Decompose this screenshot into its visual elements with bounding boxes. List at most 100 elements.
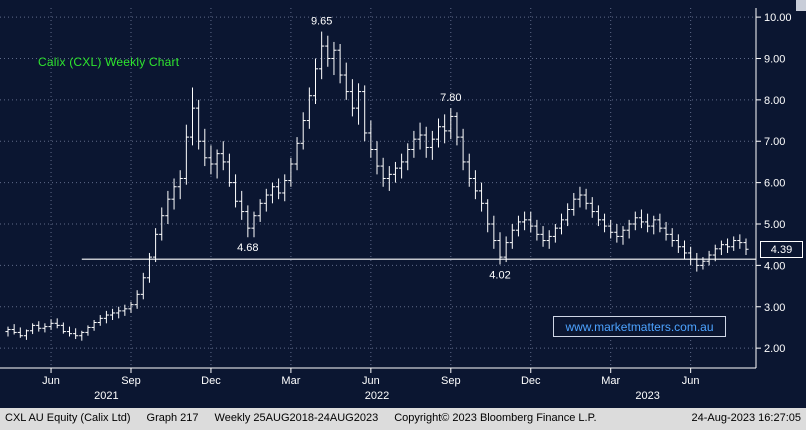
status-bar: CXL AU Equity (Calix Ltd) Graph 217 Week…: [0, 408, 806, 430]
ohlc-bar: [724, 238, 731, 253]
watermark-text: www.marketmatters.com.au: [565, 319, 714, 334]
ohlc-bar: [460, 128, 466, 171]
ohlc-bar: [202, 128, 208, 167]
x-tick-label: Sep: [121, 375, 141, 387]
footer-ticker: CXL AU Equity (Calix Ltd): [5, 412, 131, 424]
ohlc-bar: [226, 153, 232, 187]
ohlc-bar: [675, 234, 681, 253]
ohlc-bar: [374, 141, 380, 175]
ohlc-bar: [66, 326, 73, 337]
ohlc-bar: [466, 153, 472, 187]
ohlc-bar: [706, 250, 712, 266]
ohlc-bar: [128, 301, 134, 313]
ohlc-bar: [208, 145, 214, 175]
ohlc-bar: [700, 257, 706, 270]
ohlc-bar: [608, 219, 614, 239]
ohlc-bar: [645, 213, 651, 233]
price-annotation: 7.80: [440, 92, 461, 104]
ohlc-bar: [497, 232, 503, 265]
ohlc-bar: [103, 310, 109, 324]
ohlc-bar: [718, 240, 724, 256]
ohlc-bar: [681, 240, 688, 260]
ohlc-bar: [134, 290, 140, 309]
price-annotation: 9.65: [311, 16, 332, 28]
ohlc-bar: [601, 213, 608, 233]
ohlc-bar: [171, 178, 177, 210]
ohlc-bar: [620, 226, 626, 245]
ohlc-bar: [97, 315, 103, 326]
ohlc-bar: [79, 330, 85, 341]
ohlc-bar: [558, 213, 565, 235]
ohlc-bar: [85, 325, 91, 336]
x-tick-label: Mar: [281, 375, 300, 387]
ohlc-bar: [546, 230, 552, 249]
ohlc-bar: [282, 174, 288, 202]
ohlc-bar: [257, 199, 263, 222]
ohlc-bar: [11, 324, 17, 335]
ohlc-bar: [405, 143, 411, 171]
ohlc-bar: [614, 224, 620, 243]
ohlc-bar: [165, 190, 171, 224]
ohlc-bar: [448, 108, 454, 140]
x-tick-label: Mar: [601, 375, 620, 387]
ohlc-bar: [454, 112, 460, 146]
ohlc-bar: [189, 87, 196, 146]
ohlc-bar: [60, 322, 66, 334]
x-tick-label: Dec: [201, 375, 221, 387]
ohlc-bar: [294, 137, 300, 171]
ohlc-bar: [232, 174, 239, 208]
ohlc-bar: [694, 252, 700, 272]
window-corner-handle[interactable]: [796, 0, 806, 11]
ohlc-bar: [122, 304, 128, 316]
x-tick-label: Jun: [362, 375, 380, 387]
ohlc-bar: [349, 79, 355, 117]
ohlc-bar: [515, 215, 522, 237]
y-tick-label: 8.00: [764, 95, 785, 107]
ohlc-bar: [411, 130, 417, 158]
ohlc-bar: [73, 328, 79, 340]
x-tick-label: Jun: [682, 375, 700, 387]
ohlc-bar: [306, 87, 312, 129]
ohlc-bar: [386, 166, 392, 191]
ohlc-bar: [196, 99, 202, 150]
ohlc-bar: [577, 186, 583, 208]
ohlc-bar: [36, 321, 42, 332]
ohlc-bar: [583, 188, 589, 210]
ohlc-bar: [91, 320, 97, 331]
ohlc-bar: [595, 205, 601, 227]
year-label: 2022: [365, 390, 389, 402]
ohlc-bar: [626, 219, 632, 239]
ohlc-bar: [478, 182, 485, 212]
ohlc-bar: [651, 215, 657, 235]
ohlc-bar: [712, 244, 718, 262]
ohlc-bar: [435, 118, 442, 148]
ohlc-bar: [429, 130, 435, 160]
ohlc-bar: [146, 252, 153, 283]
ohlc-bar: [17, 327, 23, 338]
ohlc-bar: [380, 157, 386, 187]
ohlc-bar: [263, 188, 269, 212]
chart-title: Calix (CXL) Weekly Chart: [38, 55, 180, 69]
ohlc-bar: [522, 211, 528, 231]
ohlc-bar: [343, 62, 349, 100]
ohlc-bar: [442, 114, 448, 144]
price-chart[interactable]: 2.00 3.00 4.00 5.00 6.00 7.00 8.00 9.00 10.00 Jun…: [0, 0, 806, 408]
footer-period-range: Weekly 25AUG2018-24AUG2023: [214, 412, 379, 424]
ohlc-bar: [731, 236, 737, 251]
ohlc-bar: [688, 246, 694, 266]
ohlc-bar: [552, 224, 558, 243]
y-tick-label: 10.00: [764, 12, 792, 24]
price-annotation: 4.68: [237, 242, 258, 254]
ohlc-bar: [245, 205, 251, 238]
ohlc-bar: [325, 35, 331, 67]
year-label: 2023: [635, 390, 659, 402]
ohlc-bar: [669, 228, 675, 247]
ohlc-bar: [42, 323, 48, 333]
watermark-link[interactable]: www.marketmatters.com.au: [553, 316, 726, 337]
ohlc-bar: [737, 234, 743, 249]
y-tick-label: 6.00: [764, 178, 785, 190]
ohlc-bar: [214, 149, 220, 179]
ohlc-bar: [485, 199, 491, 233]
ohlc-bar: [399, 153, 405, 179]
